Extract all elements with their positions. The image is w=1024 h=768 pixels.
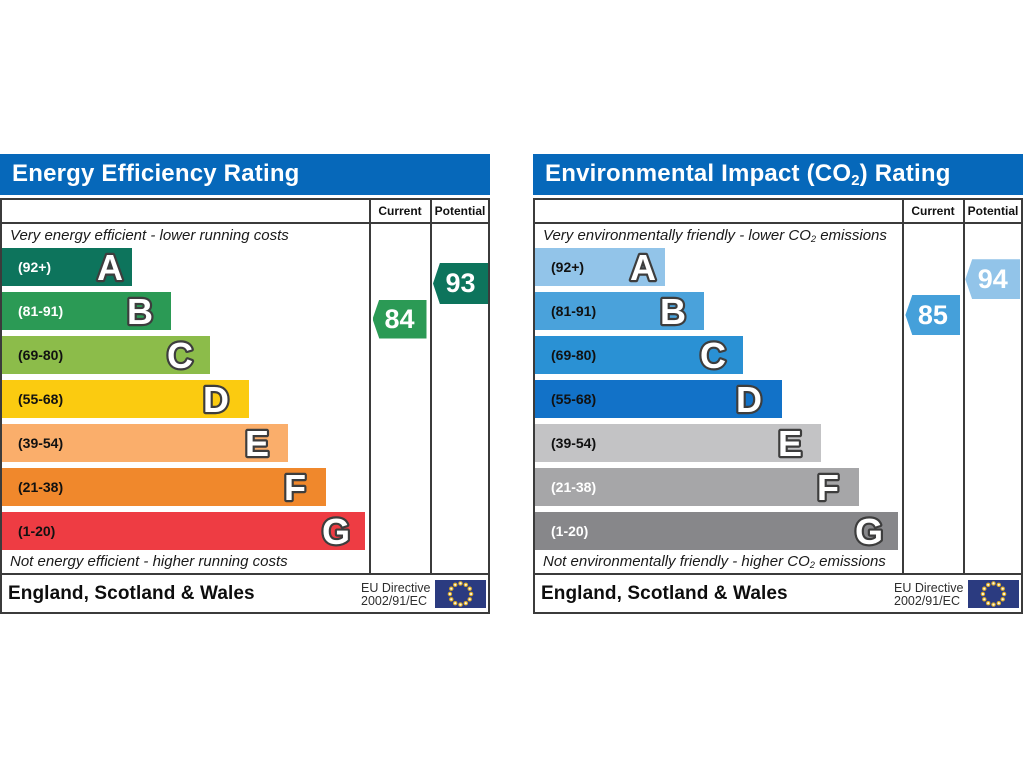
svg-text:A: A (630, 247, 656, 288)
svg-text:C: C (167, 335, 193, 376)
svg-text:A: A (97, 247, 123, 288)
svg-text:E: E (245, 423, 269, 464)
svg-text:G: G (322, 511, 350, 552)
svg-text:D: D (203, 379, 229, 420)
svg-text:E: E (778, 423, 802, 464)
svg-text:F: F (817, 467, 839, 508)
svg-text:F: F (284, 467, 306, 508)
svg-text:G: G (855, 511, 883, 552)
svg-text:D: D (736, 379, 762, 420)
svg-text:B: B (127, 291, 153, 332)
svg-text:B: B (660, 291, 686, 332)
svg-text:C: C (700, 335, 726, 376)
